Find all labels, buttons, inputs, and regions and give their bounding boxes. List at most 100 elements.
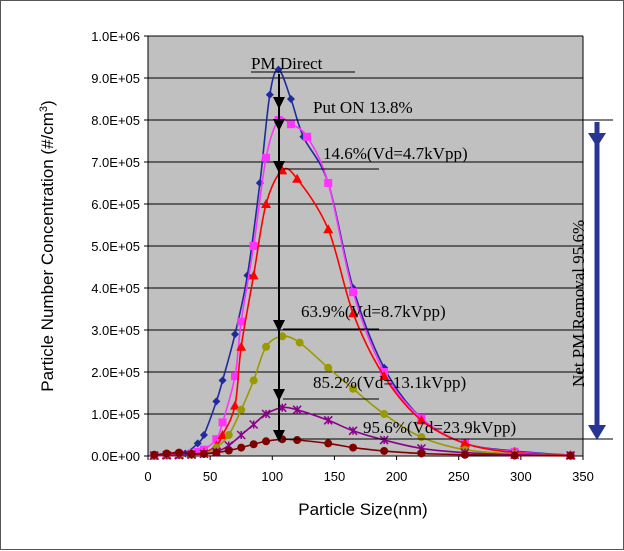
y-tick-label: 0.0E+00 — [91, 449, 140, 464]
data-point — [212, 397, 221, 406]
data-point — [237, 317, 246, 326]
data-point — [175, 448, 184, 457]
series-vd-23-9kvpp — [150, 435, 575, 460]
data-point — [236, 341, 247, 351]
data-point — [218, 418, 227, 427]
data-point — [349, 443, 358, 452]
data-point — [193, 447, 202, 456]
data-point — [278, 332, 287, 341]
data-point — [249, 242, 258, 250]
y-tick-label: 7.0E+05 — [91, 155, 140, 170]
series-group — [149, 65, 576, 461]
net-removal-arrowhead-bottom — [588, 425, 606, 440]
data-point — [224, 446, 233, 455]
y-tick-label: 1.0E+06 — [91, 29, 140, 44]
annotation-8-7kvpp: 63.9%(Vd=8.7kVpp) — [301, 302, 446, 321]
x-tick-label: 150 — [324, 469, 346, 484]
y-tick-label: 3.0E+05 — [91, 323, 140, 338]
y-axis-label: Particle Number Concentration (#/cm3) — [38, 100, 57, 391]
x-tick-label: 350 — [572, 469, 594, 484]
data-point — [417, 449, 426, 458]
data-point — [193, 439, 202, 448]
data-point — [249, 376, 258, 385]
x-tick-label: 0 — [144, 469, 151, 484]
data-point — [566, 451, 575, 460]
data-point — [199, 449, 208, 458]
y-tick-label: 6.0E+05 — [91, 197, 140, 212]
annotation-put-on: Put ON 13.8% — [313, 98, 413, 117]
y-axis-label-close: ) — [38, 100, 57, 106]
y-tick-label: 1.0E+05 — [91, 407, 140, 422]
y-tick-label: 8.0E+05 — [91, 113, 140, 128]
data-point — [217, 430, 228, 439]
data-point — [262, 342, 271, 351]
data-point — [349, 288, 358, 297]
data-point — [150, 450, 159, 459]
x-tick-label: 300 — [510, 469, 532, 484]
data-point — [379, 371, 390, 381]
data-point — [286, 95, 295, 103]
arrowhead — [273, 161, 285, 173]
y-tick-label: 2.0E+05 — [91, 365, 140, 380]
data-point — [249, 440, 258, 449]
data-point — [162, 449, 171, 458]
y-axis-label-main: Particle Number Concentration (#/cm — [38, 112, 57, 392]
data-point — [237, 405, 246, 414]
arrowhead — [273, 320, 285, 332]
net-removal-arrowhead-top — [588, 133, 606, 147]
y-axis-label-superscript: 3 — [38, 106, 50, 112]
data-point — [262, 153, 271, 162]
arrowhead — [273, 119, 285, 131]
y-tick-label: 9.0E+05 — [91, 71, 140, 86]
x-tick-label: 50 — [203, 469, 217, 484]
data-point — [324, 363, 333, 372]
data-point — [510, 451, 519, 460]
y-tick-labels: 0.0E+00 1.0E+05 2.0E+05 3.0E+05 4.0E+05 5.0E+… — [91, 29, 148, 464]
data-point — [231, 330, 239, 339]
data-point — [212, 448, 221, 457]
data-point — [212, 435, 221, 444]
data-point — [218, 376, 227, 385]
data-point — [303, 132, 312, 141]
x-tick-label: 250 — [448, 469, 470, 484]
data-point — [265, 90, 274, 99]
annotation-pm-direct: PM Direct — [251, 54, 323, 73]
data-point — [248, 270, 259, 280]
data-point — [231, 372, 239, 381]
annotation-4-7kvpp: 14.6%(Vd=4.7kVpp) — [323, 144, 468, 163]
y-tick-label: 4.0E+05 — [91, 281, 140, 296]
arrowhead — [273, 97, 285, 109]
annotation-13-1kvpp: 85.2%(Vd=13.1kVpp) — [313, 373, 466, 392]
data-point — [237, 443, 246, 452]
y-tick-label: 5.0E+05 — [91, 239, 140, 254]
x-axis-label: Particle Size(nm) — [298, 500, 427, 519]
annotations: PM Direct Put ON 13.8% 14.6%(Vd=4.7kVpp)… — [251, 54, 613, 442]
data-point — [230, 400, 240, 410]
data-point — [348, 308, 359, 318]
series-line — [154, 68, 571, 456]
data-point — [323, 224, 334, 234]
data-point — [380, 446, 389, 455]
net-removal-label: Net PM Removal 95.6% — [569, 220, 588, 387]
x-tick-label: 100 — [261, 469, 283, 484]
data-point — [286, 120, 295, 129]
data-point — [380, 410, 389, 418]
x-tick-labels: 0 50 100 150 200 250 300 350 — [144, 456, 594, 484]
arrowhead — [273, 389, 285, 401]
data-point — [187, 449, 196, 458]
data-point — [459, 438, 470, 448]
annotation-23-9kvpp: 95.6%(Vd=23.9kVpp) — [363, 418, 516, 437]
data-point — [262, 437, 271, 446]
data-point — [416, 415, 427, 425]
data-point — [261, 199, 272, 208]
data-point — [349, 384, 358, 393]
data-point — [324, 439, 333, 448]
data-point — [324, 179, 333, 187]
data-point — [199, 431, 208, 439]
data-point — [224, 431, 233, 439]
data-point — [293, 436, 302, 445]
data-point — [295, 338, 304, 347]
arrowhead — [273, 430, 285, 442]
data-point — [460, 450, 469, 459]
